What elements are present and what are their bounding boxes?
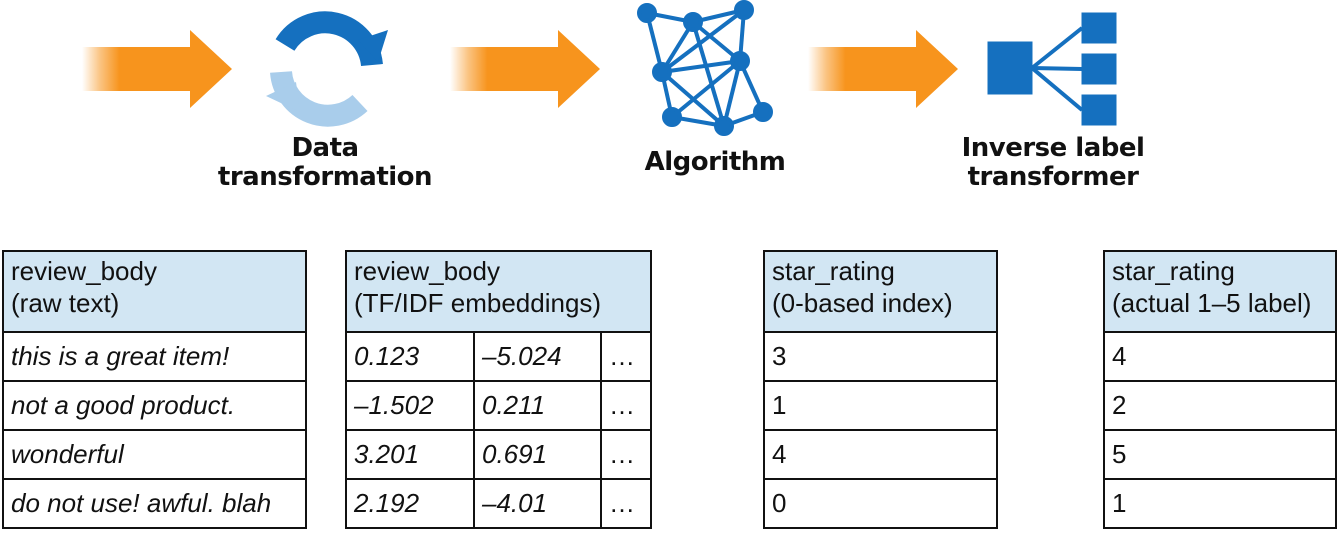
table-cell: 2.192: [345, 478, 475, 529]
stage-label-line: Inverse label: [961, 133, 1145, 163]
table-header-line: (0-based index): [772, 288, 953, 318]
table-cell: this is a great item!: [2, 331, 307, 382]
table-header-line: (TF/IDF embeddings): [354, 288, 602, 318]
tfidf-embeddings-table: review_body (TF/IDF embeddings) 0.123 –5…: [345, 250, 652, 529]
stage-label-inverse-label-transformer: Inverse label transformer: [918, 134, 1188, 192]
stage-label-data-transformation: Data transformation: [190, 134, 460, 192]
table-cell: 4: [763, 429, 998, 480]
table-cell: –1.502: [345, 380, 475, 431]
table-cell: 1: [763, 380, 998, 431]
table-cell: 3: [763, 331, 998, 382]
table-cell: 0.691: [473, 429, 602, 480]
table-cell-ellipsis: …: [600, 331, 652, 382]
table-cell: 0: [763, 478, 998, 529]
table-cell: –5.024: [473, 331, 602, 382]
right-arrow-icon: [82, 30, 232, 108]
table-cell-ellipsis: …: [600, 380, 652, 431]
table-cell: 4: [1103, 331, 1337, 382]
star-rating-label-table: star_rating (actual 1–5 label) 4 2 5 1: [1103, 250, 1337, 529]
star-rating-index-table: star_rating (0-based index) 3 1 4 0: [763, 250, 998, 529]
right-arrow-icon: [808, 30, 958, 108]
table-header-line: star_rating: [772, 256, 895, 286]
table-cell-ellipsis: …: [600, 429, 652, 480]
table-header: review_body (TF/IDF embeddings): [345, 250, 652, 333]
table-cell: –4.01: [473, 478, 602, 529]
hierarchy-tree-icon: [987, 12, 1117, 126]
stage-label-line: transformer: [967, 162, 1139, 192]
network-graph-icon: [637, 0, 773, 136]
stage-label-algorithm: Algorithm: [580, 148, 850, 177]
right-arrow-icon: [450, 30, 600, 108]
table-cell-ellipsis: …: [600, 478, 652, 529]
table-header-line: star_rating: [1112, 256, 1235, 286]
table-cell: 3.201: [345, 429, 475, 480]
table-cell: 2: [1103, 380, 1337, 431]
stage-label-line: Algorithm: [644, 147, 786, 177]
table-cell: 1: [1103, 478, 1337, 529]
table-header: star_rating (actual 1–5 label): [1103, 250, 1337, 333]
stage-label-line: Data: [291, 133, 359, 163]
table-cell: wonderful: [2, 429, 307, 480]
table-header-line: (actual 1–5 label): [1112, 288, 1312, 318]
table-header: star_rating (0-based index): [763, 250, 998, 333]
table-header: review_body (raw text): [2, 250, 307, 333]
refresh-cycle-icon: [266, 11, 388, 127]
table-header-line: review_body: [354, 256, 500, 286]
table-header-line: (raw text): [11, 288, 120, 318]
table-cell: do not use! awful. blah: [2, 478, 307, 529]
stage-label-line: transformation: [217, 162, 433, 192]
pipeline-graphics: [82, 0, 1117, 136]
table-cell: not a good product.: [2, 380, 307, 431]
table-header-line: review_body: [11, 256, 157, 286]
table-cell: 0.211: [473, 380, 602, 431]
table-cell: 5: [1103, 429, 1337, 480]
raw-text-table: review_body (raw text) this is a great i…: [2, 250, 307, 529]
table-cell: 0.123: [345, 331, 475, 382]
